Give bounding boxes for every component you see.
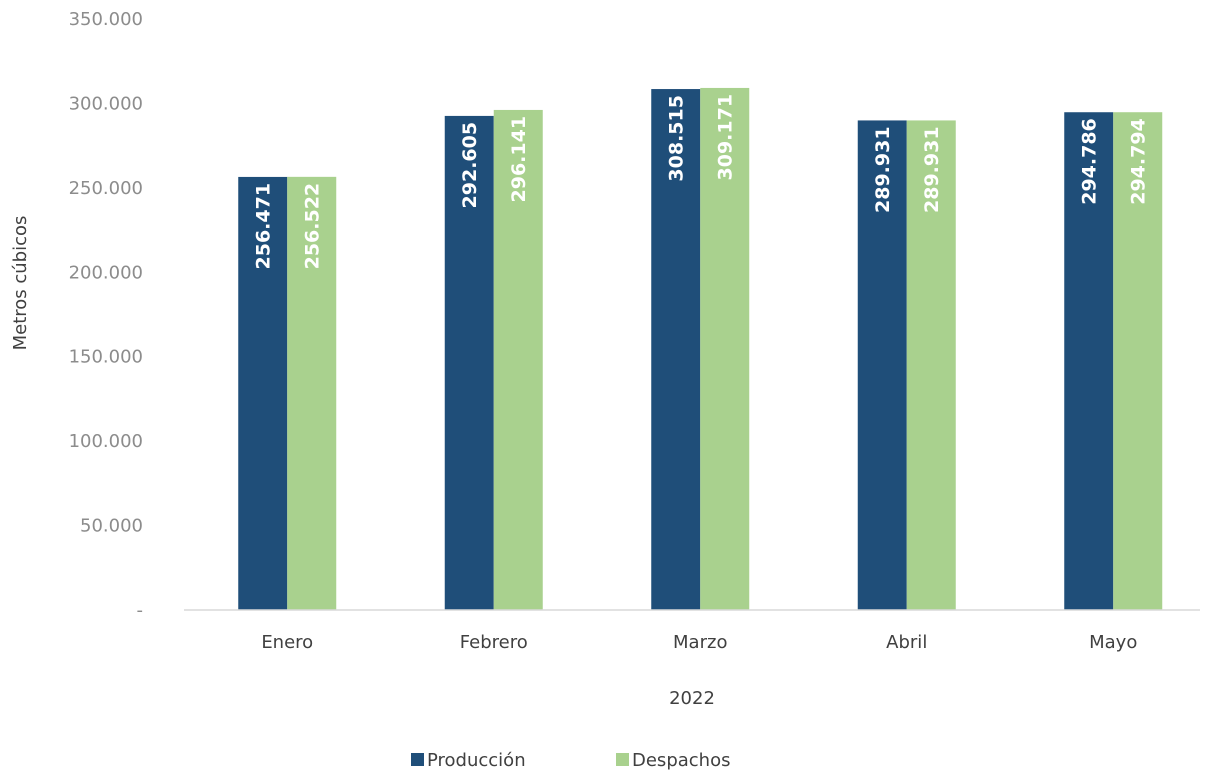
x-tick-label: Abril <box>886 632 927 653</box>
bar-despachos <box>1113 112 1163 611</box>
data-label: 289.931 <box>921 126 943 213</box>
bar-produccion <box>857 120 907 611</box>
y-axis-ticks: - 50.000 100.000 150.000 200.000 250.000 300.0… <box>69 9 143 621</box>
bar-despachos <box>493 109 543 611</box>
data-label: 256.522 <box>302 183 324 270</box>
y-tick-label: 250.000 <box>69 178 143 199</box>
legend: Producción Despachos <box>411 750 730 770</box>
data-label: 309.171 <box>715 94 737 181</box>
data-label: 296.141 <box>508 116 530 203</box>
y-tick-label: 200.000 <box>69 262 143 283</box>
legend-label: Producción <box>427 750 526 770</box>
y-tick-label: 100.000 <box>69 431 143 452</box>
bar-produccion <box>238 176 288 610</box>
y-tick-label: 150.000 <box>69 347 143 368</box>
bars <box>238 87 1163 611</box>
bar-despachos <box>906 120 956 611</box>
y-tick-label: - <box>137 600 144 621</box>
bar-produccion <box>651 89 701 610</box>
x-axis-title: 2022 <box>669 688 715 709</box>
bar-produccion <box>444 115 494 610</box>
legend-swatch <box>616 753 629 766</box>
x-tick-label: Febrero <box>460 632 528 653</box>
data-label: 289.931 <box>872 126 894 213</box>
data-label: 292.605 <box>459 122 481 209</box>
x-tick-label: Enero <box>261 632 313 653</box>
data-label: 308.515 <box>666 95 688 182</box>
y-tick-label: 50.000 <box>80 516 143 537</box>
data-label: 294.786 <box>1079 118 1101 205</box>
x-tick-label: Marzo <box>673 632 727 653</box>
bar-despachos <box>287 176 337 610</box>
y-tick-label: 350.000 <box>69 9 143 30</box>
y-axis-title: Metros cúbicos <box>10 216 31 351</box>
bar-produccion <box>1064 112 1114 610</box>
x-axis-categories: Enero Febrero Marzo Abril Mayo <box>261 632 1137 653</box>
bar-despachos <box>700 87 750 610</box>
y-tick-label: 300.000 <box>69 93 143 114</box>
legend-swatch <box>411 753 424 766</box>
data-label: 294.794 <box>1128 118 1150 205</box>
data-labels: 256.471 256.522 292.605 296.141 308.515 309.1… <box>253 94 1150 270</box>
legend-label: Despachos <box>632 750 730 770</box>
data-label: 256.471 <box>253 183 275 270</box>
x-tick-label: Mayo <box>1089 632 1137 653</box>
